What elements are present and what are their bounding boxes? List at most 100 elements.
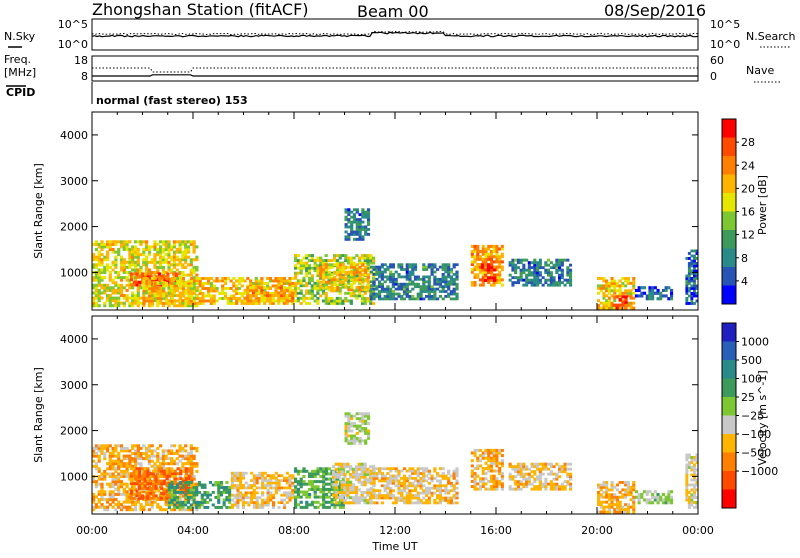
heatmap-cell [157,482,160,485]
heatmap-cell [139,462,142,465]
heatmap-cell [484,482,487,485]
heatmap-cell [311,501,314,504]
heatmap-cell [167,266,170,269]
heatmap-cell [350,271,353,274]
heatmap-cell [289,484,292,487]
heatmap-cell [619,511,622,514]
heatmap-cell [493,452,496,455]
heatmap-cell [420,295,423,298]
heatmap-cell [269,482,272,485]
heatmap-cell [275,482,278,485]
heatmap-cell [162,455,165,458]
heatmap-cell [311,472,314,475]
heatmap-cell [657,297,660,300]
heatmap-cell [558,264,561,267]
heatmap-cell [187,484,190,487]
heatmap-cell [386,472,389,475]
heatmap-cell [277,291,280,294]
heatmap-cell [333,271,336,274]
heatmap-cell [187,263,190,266]
heatmap-cell [495,470,498,473]
heatmap-cell [215,280,218,283]
heatmap-cell [157,300,160,303]
heatmap-cell [193,240,196,243]
heatmap-cell [339,276,342,279]
heatmap-cell [221,290,224,293]
heatmap-cell [300,279,303,282]
heatmap-cell [131,261,134,264]
heatmap-cell [397,475,400,478]
heatmap-cell [422,489,425,492]
heatmap-cell [300,478,303,481]
heatmap-cell [408,482,411,485]
heatmap-cell [153,256,156,259]
heatmap-cell [356,412,359,415]
heatmap-cell [126,248,129,251]
heatmap-cell [544,261,547,264]
heatmap-cell [156,269,159,272]
heatmap-cell [428,288,431,291]
heatmap-cell [151,302,154,305]
heatmap-cell [109,483,112,486]
cpid-label: CPID [6,86,35,99]
heatmap-cell [414,484,417,487]
heatmap-cell [608,496,611,499]
heatmap-cell [245,482,248,485]
heatmap-cell [260,286,263,289]
heatmap-cell [247,484,250,487]
heatmap-cell [264,477,267,480]
heatmap-cell [322,496,325,499]
heatmap-cell [184,496,187,499]
heatmap-cell [269,280,272,283]
heatmap-cell [367,412,370,415]
heatmap-cell [336,268,339,271]
heatmap-cell [201,504,204,507]
heatmap-cell [487,488,490,491]
heatmap-cell [171,280,174,283]
heatmap-cell [685,292,688,295]
heatmap-cell [361,228,364,231]
heatmap-cell [311,470,314,473]
heatmap-cell [311,294,314,297]
heatmap-cell [213,287,216,290]
heatmap-cell [184,449,187,452]
heatmap-cell [123,294,126,297]
heatmap-cell [381,475,384,478]
heatmap-cell [347,208,350,211]
heatmap-cell [553,483,556,486]
heatmap-cell [314,287,317,290]
heatmap-cell [176,491,179,494]
heatmap-cell [501,268,504,271]
heatmap-cell [195,494,198,497]
heatmap-cell [547,473,550,476]
heatmap-cell [613,498,616,501]
heatmap-cell [366,488,369,491]
heatmap-cell [347,271,350,274]
heatmap-cell [294,287,297,290]
heatmap-cell [433,263,436,266]
heatmap-cell [378,290,381,293]
heatmap-cell [98,501,101,504]
heatmap-cell [386,494,389,497]
heatmap-cell [179,248,182,251]
heatmap-cell [204,300,207,303]
heatmap-cell [146,482,149,485]
heatmap-cell [148,300,151,303]
heatmap-cell [558,485,561,488]
heatmap-cell [258,280,261,283]
heatmap-cell [479,464,482,467]
heatmap-cell [450,290,453,293]
heatmap-cell [325,467,328,470]
heatmap-cell [155,482,158,485]
heatmap-cell [533,473,536,476]
heatmap-cell [349,481,352,484]
heatmap-cell [120,503,123,506]
heatmap-cell [98,289,101,292]
heatmap-cell [305,506,308,509]
heatmap-cell [163,482,166,485]
heatmap-cell [345,273,348,276]
heatmap-cell [384,280,387,283]
heatmap-cell [648,286,651,289]
heatmap-cell [495,248,498,251]
